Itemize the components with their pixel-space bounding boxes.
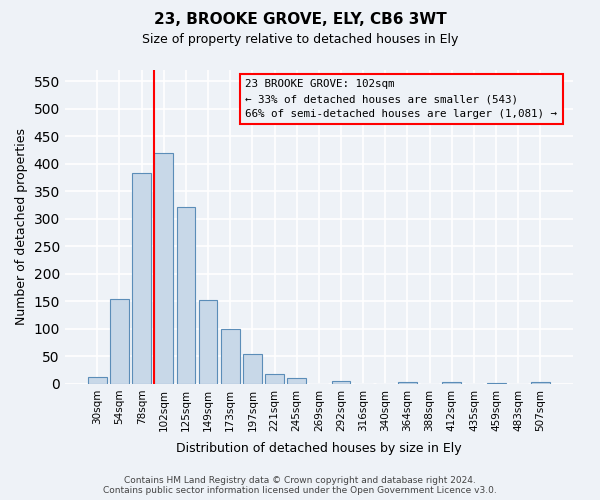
- Bar: [132, 173, 151, 384]
- Bar: [265, 374, 284, 384]
- Bar: [531, 382, 550, 384]
- Bar: [221, 329, 239, 384]
- Bar: [176, 206, 196, 384]
- Bar: [243, 354, 262, 384]
- Bar: [154, 152, 173, 384]
- Bar: [332, 381, 350, 384]
- X-axis label: Distribution of detached houses by size in Ely: Distribution of detached houses by size …: [176, 442, 461, 455]
- Text: 23, BROOKE GROVE, ELY, CB6 3WT: 23, BROOKE GROVE, ELY, CB6 3WT: [154, 12, 446, 28]
- Bar: [199, 300, 217, 384]
- Bar: [442, 382, 461, 384]
- Bar: [88, 376, 107, 384]
- Text: 23 BROOKE GROVE: 102sqm
← 33% of detached houses are smaller (543)
66% of semi-d: 23 BROOKE GROVE: 102sqm ← 33% of detache…: [245, 80, 557, 119]
- Bar: [287, 378, 306, 384]
- Text: Size of property relative to detached houses in Ely: Size of property relative to detached ho…: [142, 32, 458, 46]
- Bar: [487, 383, 506, 384]
- Text: Contains HM Land Registry data © Crown copyright and database right 2024.
Contai: Contains HM Land Registry data © Crown c…: [103, 476, 497, 495]
- Y-axis label: Number of detached properties: Number of detached properties: [15, 128, 28, 326]
- Bar: [110, 298, 129, 384]
- Bar: [398, 382, 417, 384]
